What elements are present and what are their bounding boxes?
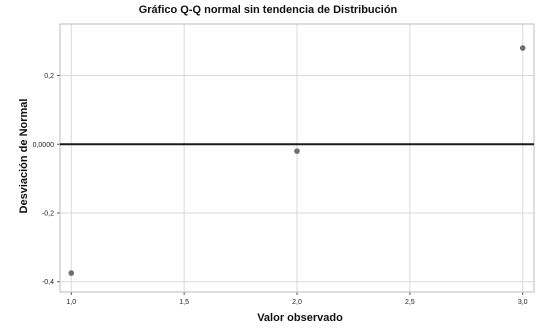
data-point — [68, 270, 75, 276]
x-axis-label: Valor observado — [257, 312, 343, 324]
y-axis-label: Desviación de Normal — [18, 98, 30, 214]
plot-frame — [59, 23, 535, 293]
x-tick-label: 3,0 — [518, 299, 528, 306]
x-tick-label: 2,0 — [292, 299, 302, 306]
y-tick-label: -0,4 — [42, 279, 54, 286]
x-tick-label: 1,0 — [66, 299, 76, 306]
grid-lines — [57, 24, 534, 295]
data-points — [68, 45, 526, 276]
data-point — [519, 45, 526, 51]
x-tick-label: 2,5 — [405, 299, 415, 306]
chart-title: Gráfico Q-Q normal sin tendencia de Dist… — [138, 4, 398, 16]
y-tick-label: -0,2 — [42, 210, 54, 217]
data-point — [294, 148, 300, 154]
y-tick-label: 0,0000 — [33, 142, 55, 149]
x-tick-label: 1,5 — [179, 299, 189, 306]
tick-labels: 1,0 1,5 2,0 2,5 3,0 -0,4 -0,2 0,0000 0,2 — [33, 73, 528, 306]
y-tick-label: 0,2 — [44, 73, 54, 80]
